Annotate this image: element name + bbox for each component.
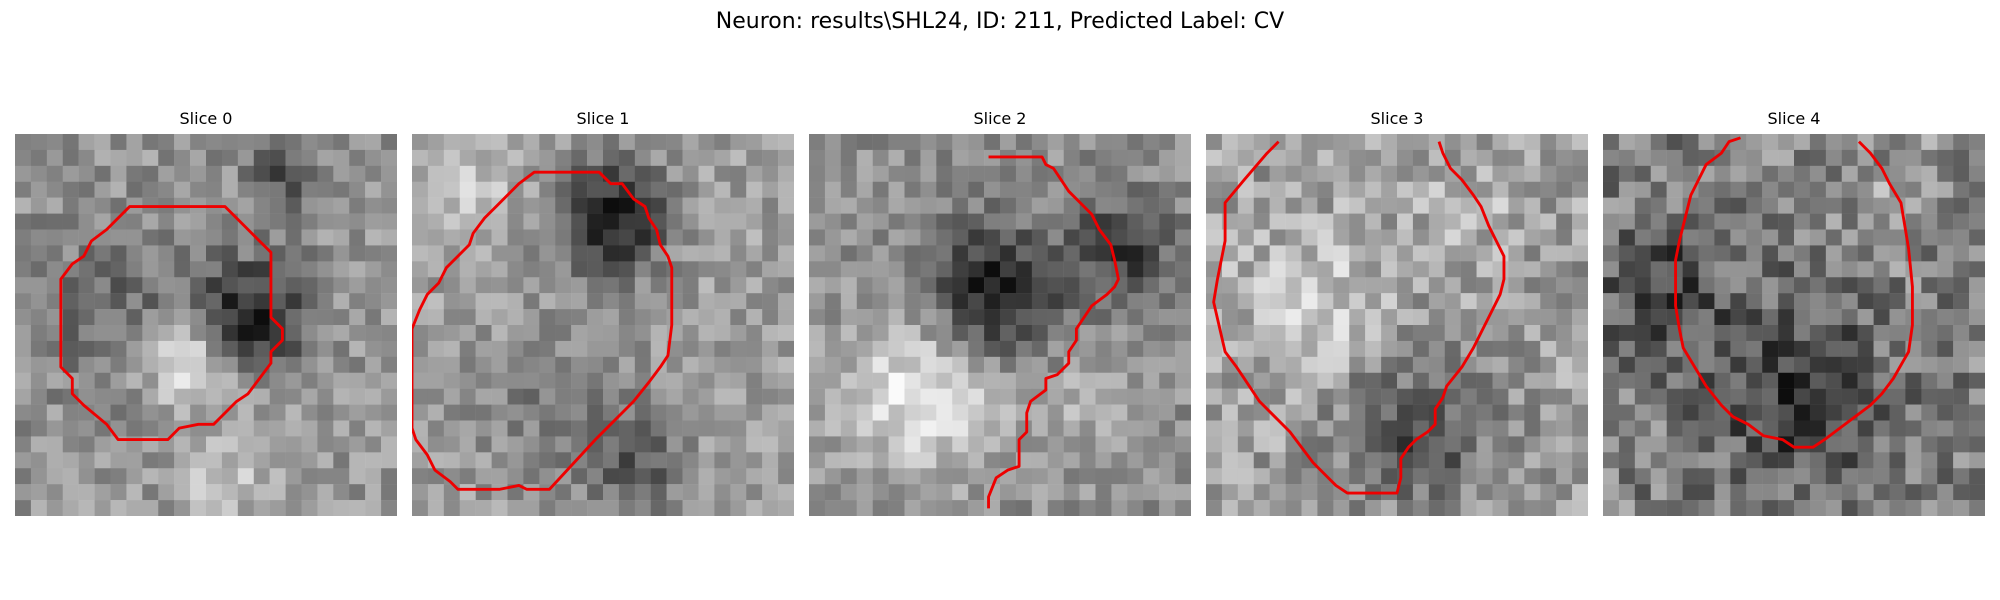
slice-1-title: Slice 1 (576, 109, 630, 128)
figure-title: Neuron: results\SHL24, ID: 211, Predicte… (715, 9, 1285, 34)
slice-2-title: Slice 2 (973, 109, 1027, 128)
slice-1-contour (412, 170, 674, 491)
slice-4-title: Slice 4 (1767, 109, 1821, 128)
slice-4-image (1603, 134, 1985, 516)
slice-1-image (412, 134, 794, 516)
slice-2-image (809, 134, 1191, 516)
slice-0-title: Slice 0 (179, 109, 233, 128)
slice-0-contour (59, 205, 284, 442)
slice-4-contour (1674, 136, 1914, 449)
slice-3-image (1206, 134, 1588, 516)
slice-2-contour (987, 155, 1120, 509)
slice-3-contour (1212, 140, 1506, 495)
slice-0-image (15, 134, 397, 516)
slice-3-title: Slice 3 (1370, 109, 1424, 128)
